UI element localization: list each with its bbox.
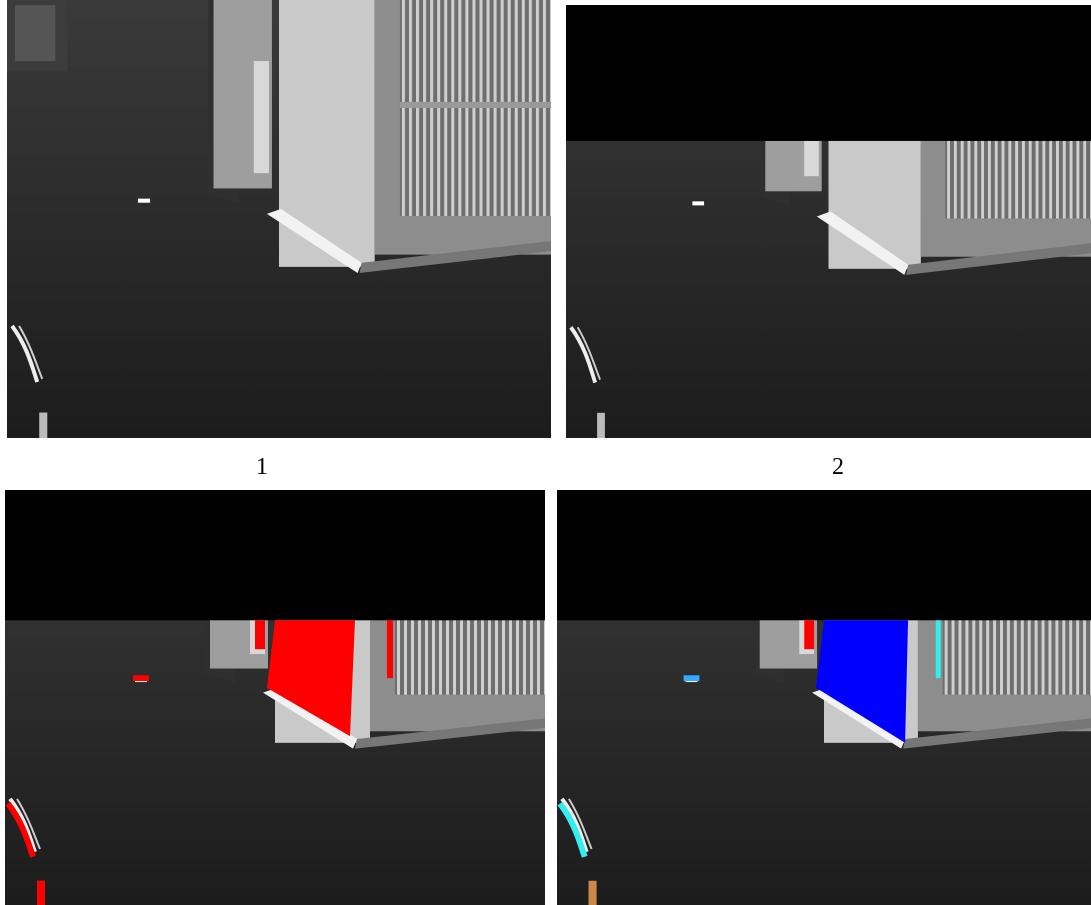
image-panel-3 — [5, 490, 550, 905]
image-panel-4 — [557, 490, 1091, 905]
figure: 1 2 — [0, 0, 1091, 905]
panel-label: 2 — [832, 454, 844, 480]
panel-label: 1 — [256, 454, 268, 480]
image-panel-1 — [7, 0, 556, 438]
image-panel-2 — [566, 5, 1091, 438]
page: 1 2 (() => { const data = JSON.parse(doc… — [0, 0, 1091, 905]
